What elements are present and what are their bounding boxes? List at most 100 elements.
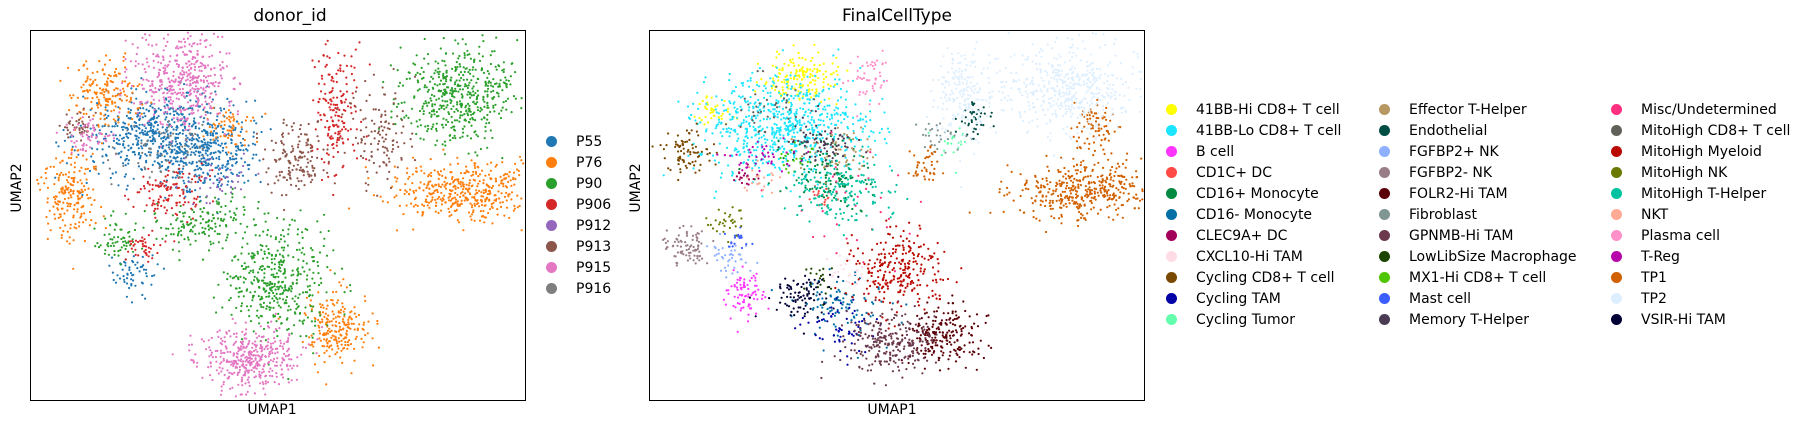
data-point: [325, 383, 328, 386]
data-point: [157, 198, 160, 201]
data-point: [141, 236, 144, 239]
data-point: [448, 112, 451, 116]
data-point: [496, 208, 499, 211]
data-point: [235, 335, 238, 339]
data-point: [238, 171, 241, 174]
data-point: [466, 134, 469, 137]
data-point: [270, 253, 273, 256]
data-point: [259, 314, 262, 317]
data-point: [160, 137, 163, 140]
data-point: [98, 87, 102, 90]
data-point: [233, 342, 236, 345]
data-point: [93, 160, 96, 164]
data-point: [321, 320, 324, 323]
data-point: [288, 223, 291, 227]
data-point: [720, 117, 723, 120]
data-point: [230, 133, 233, 136]
data-point: [236, 373, 239, 376]
data-point: [110, 256, 114, 259]
data-point: [250, 369, 253, 372]
data-point: [353, 328, 356, 331]
data-point: [486, 118, 489, 121]
data-point: [214, 124, 217, 127]
data-point: [287, 254, 290, 257]
data-point: [338, 136, 341, 139]
data-point: [827, 83, 830, 86]
data-point: [488, 208, 492, 211]
data-point: [215, 132, 218, 135]
data-point: [267, 167, 270, 170]
data-point: [478, 219, 482, 222]
data-point: [230, 131, 233, 134]
data-point: [145, 78, 148, 81]
data-point: [73, 161, 76, 164]
data-point: [404, 189, 407, 192]
data-point: [321, 304, 324, 307]
data-point: [183, 45, 186, 48]
data-point: [240, 310, 243, 313]
data-point: [443, 108, 446, 111]
data-point: [427, 201, 431, 204]
data-point: [413, 96, 416, 99]
data-point: [450, 177, 454, 181]
data-point: [63, 190, 66, 193]
data-point: [148, 123, 151, 127]
data-point: [425, 102, 428, 105]
data-point: [229, 350, 232, 354]
data-point: [203, 91, 206, 94]
data-point: [265, 305, 269, 308]
data-point: [182, 106, 185, 109]
data-point: [459, 195, 462, 198]
data-point: [119, 249, 122, 252]
data-point: [290, 379, 293, 382]
data-point: [210, 124, 214, 127]
data-point: [388, 170, 391, 173]
data-point: [230, 141, 233, 145]
data-point: [168, 161, 171, 164]
data-point: [148, 250, 151, 254]
data-point: [171, 163, 174, 166]
data-point: [94, 168, 98, 171]
data-point: [163, 111, 166, 114]
data-point: [377, 140, 381, 143]
data-point: [138, 132, 141, 135]
data-point: [242, 205, 245, 209]
data-point: [149, 84, 152, 88]
data-point: [440, 106, 443, 110]
data-point: [453, 83, 457, 86]
data-point: [298, 241, 301, 244]
data-point: [292, 364, 295, 367]
data-point: [343, 315, 346, 318]
data-point: [103, 90, 106, 94]
data-point: [152, 59, 155, 62]
data-point: [138, 270, 141, 273]
data-point: [242, 276, 245, 279]
data-point: [205, 221, 208, 224]
data-point: [222, 380, 225, 384]
data-point: [331, 77, 334, 80]
data-point: [448, 183, 451, 186]
data-point: [288, 161, 291, 164]
data-point: [334, 132, 337, 135]
data-point: [234, 287, 238, 290]
data-point: [316, 148, 319, 151]
data-point: [67, 191, 70, 194]
data-point: [211, 132, 214, 135]
data-point: [127, 198, 130, 201]
data-point: [199, 86, 203, 89]
data-point: [456, 109, 459, 112]
data-point: [442, 83, 445, 86]
data-point: [260, 268, 264, 272]
data-point: [444, 176, 447, 180]
data-point: [363, 150, 366, 153]
data-point: [122, 59, 125, 62]
data-point: [492, 89, 495, 92]
data-point: [163, 132, 166, 135]
data-point: [206, 211, 209, 214]
data-point: [260, 355, 263, 358]
data-point: [310, 320, 313, 323]
data-point: [137, 240, 140, 244]
data-point: [795, 69, 798, 72]
data-point: [204, 96, 207, 99]
data-point: [132, 205, 135, 208]
